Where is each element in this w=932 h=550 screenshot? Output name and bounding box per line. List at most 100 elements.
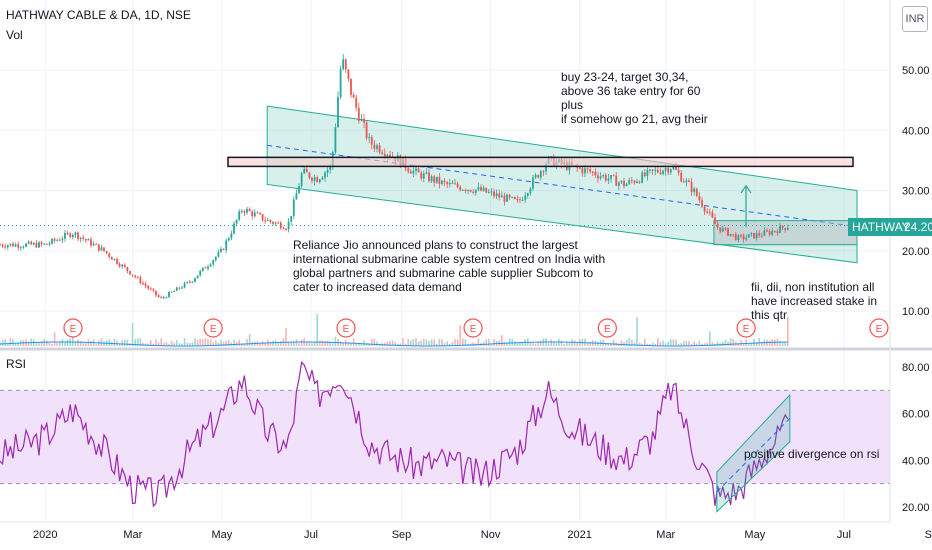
candle-body[interactable]: [222, 248, 225, 250]
candle-body[interactable]: [589, 169, 592, 172]
earnings-marker[interactable]: [63, 318, 83, 338]
candle-body[interactable]: [459, 186, 462, 191]
earnings-marker[interactable]: [597, 318, 617, 338]
candle-body[interactable]: [214, 256, 217, 261]
candle-body[interactable]: [32, 242, 35, 245]
trade-plan-note[interactable]: buy 23-24, target 30,34, above 36 take e…: [561, 70, 708, 126]
candle-body[interactable]: [38, 242, 40, 248]
candle-body[interactable]: [693, 188, 696, 193]
candle-body[interactable]: [17, 244, 20, 248]
candle-body[interactable]: [581, 168, 584, 174]
candle-body[interactable]: [181, 287, 183, 289]
candle-body[interactable]: [261, 214, 264, 221]
candle-body[interactable]: [84, 238, 87, 241]
candle-body[interactable]: [599, 176, 602, 179]
candle-body[interactable]: [781, 225, 784, 229]
candle-body[interactable]: [412, 170, 415, 174]
rsi-series-line[interactable]: [0, 361, 789, 508]
candle-body[interactable]: [152, 289, 155, 291]
rsi-divergence-note[interactable]: positive divergence on rsi: [744, 447, 880, 461]
candle-body[interactable]: [282, 228, 285, 230]
candle-body[interactable]: [240, 211, 243, 213]
candle-body[interactable]: [118, 263, 121, 267]
candle-body[interactable]: [714, 217, 716, 224]
candle-body[interactable]: [435, 176, 438, 183]
candle-body[interactable]: [123, 264, 126, 268]
candle-body[interactable]: [196, 275, 199, 279]
candle-body[interactable]: [264, 220, 267, 222]
candle-body[interactable]: [760, 235, 763, 237]
candle-body[interactable]: [256, 212, 259, 214]
candle-body[interactable]: [308, 172, 311, 178]
candle-body[interactable]: [711, 212, 714, 218]
price-drawings-overlay[interactable]: [0, 156, 890, 227]
candle-body[interactable]: [578, 167, 581, 169]
candle-body[interactable]: [768, 231, 771, 235]
earnings-marker[interactable]: [869, 318, 889, 338]
candle-body[interactable]: [688, 180, 690, 183]
holdings-note[interactable]: fii, dii, non institution all have incre…: [751, 280, 878, 322]
rsi-axis[interactable]: 20.00 40.00 60.00 80.00: [902, 362, 930, 514]
candle-body[interactable]: [30, 241, 33, 245]
candle-body[interactable]: [698, 195, 701, 201]
candle-body[interactable]: [27, 241, 30, 244]
candle-body[interactable]: [357, 107, 360, 121]
earnings-marker[interactable]: [736, 318, 756, 338]
candle-body[interactable]: [467, 189, 469, 191]
candle-body[interactable]: [43, 243, 46, 245]
candle-body[interactable]: [183, 283, 186, 288]
candle-body[interactable]: [737, 235, 740, 241]
candle-body[interactable]: [472, 191, 475, 193]
candle-body[interactable]: [113, 258, 116, 260]
candle-body[interactable]: [430, 176, 433, 182]
candle-body[interactable]: [157, 295, 160, 298]
candle-body[interactable]: [350, 78, 352, 95]
candle-body[interactable]: [66, 232, 69, 234]
candle-body[interactable]: [207, 266, 209, 269]
candle-body[interactable]: [74, 232, 77, 235]
candle-body[interactable]: [690, 182, 693, 193]
candle-body[interactable]: [734, 234, 737, 241]
rsi-ascending-channel[interactable]: [716, 393, 791, 513]
candle-body[interactable]: [0, 244, 1, 246]
candle-body[interactable]: [220, 248, 222, 252]
candle-body[interactable]: [755, 233, 758, 239]
candle-body[interactable]: [168, 292, 170, 298]
candle-body[interactable]: [324, 172, 326, 178]
candle-body[interactable]: [617, 182, 620, 186]
candle-body[interactable]: [321, 177, 324, 180]
candle-body[interactable]: [285, 229, 287, 231]
candle-body[interactable]: [428, 172, 430, 182]
candle-body[interactable]: [360, 118, 363, 121]
candle-body[interactable]: [482, 187, 485, 191]
candle-body[interactable]: [92, 243, 95, 246]
candle-body[interactable]: [51, 238, 53, 244]
candle-body[interactable]: [542, 171, 545, 173]
candle-body[interactable]: [108, 253, 111, 257]
candle-body[interactable]: [337, 97, 339, 128]
candle-body[interactable]: [373, 144, 376, 149]
earnings-marker[interactable]: [463, 318, 483, 338]
candle-body[interactable]: [71, 234, 74, 238]
candle-body[interactable]: [474, 189, 477, 193]
candle-body[interactable]: [87, 239, 90, 241]
candle-body[interactable]: [292, 199, 295, 216]
candle-body[interactable]: [490, 191, 493, 193]
candle-body[interactable]: [227, 238, 230, 241]
candle-body[interactable]: [667, 168, 670, 173]
candle-body[interactable]: [209, 264, 212, 267]
candle-body[interactable]: [269, 219, 272, 222]
candle-body[interactable]: [9, 243, 12, 246]
candle-body[interactable]: [368, 137, 371, 139]
candle-body[interactable]: [225, 240, 228, 250]
candle-body[interactable]: [477, 187, 480, 190]
candle-body[interactable]: [732, 234, 735, 236]
candle-body[interactable]: [277, 222, 280, 224]
candle-body[interactable]: [142, 283, 144, 285]
candle-body[interactable]: [1, 244, 4, 247]
candle-body[interactable]: [701, 200, 703, 207]
candle-body[interactable]: [649, 169, 651, 171]
candle-body[interactable]: [266, 219, 269, 221]
candle-body[interactable]: [659, 172, 662, 174]
candle-body[interactable]: [506, 194, 508, 202]
